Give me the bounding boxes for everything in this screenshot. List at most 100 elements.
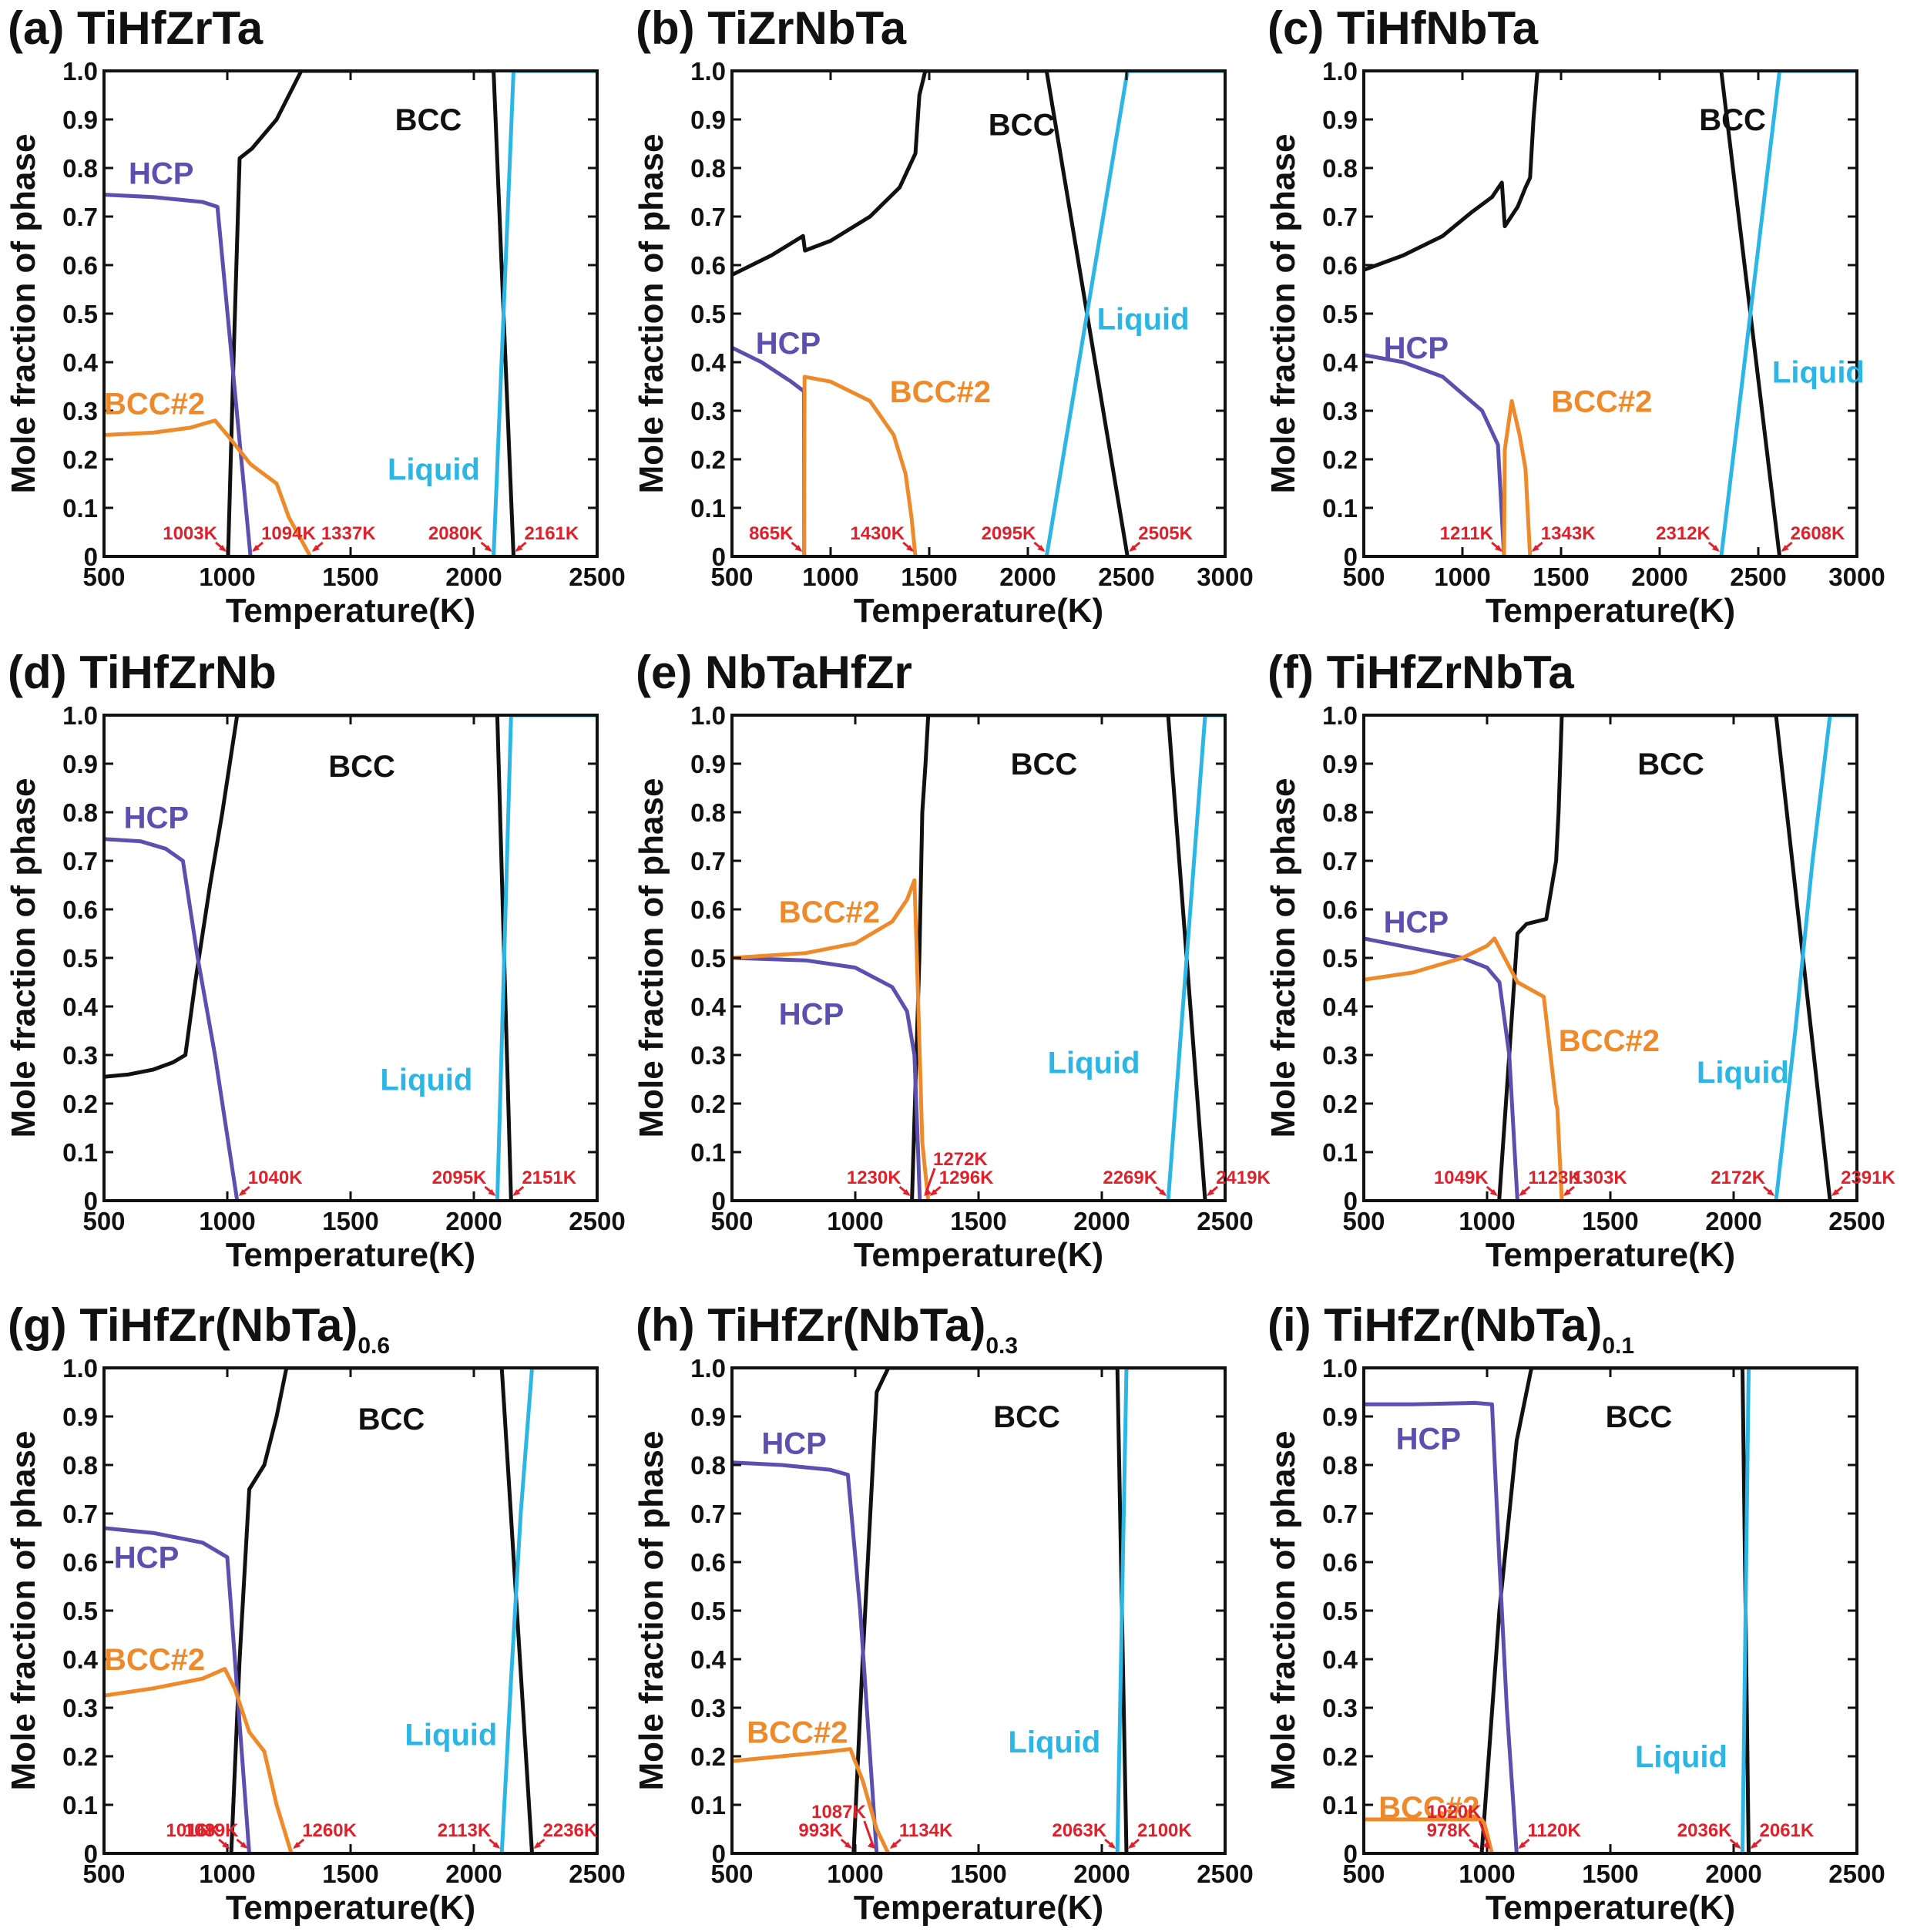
y-tick-label: 0.8 [1322, 154, 1358, 183]
y-tick-label: 0.8 [690, 154, 726, 183]
plot-frame [102, 1366, 599, 1855]
x-axis-label: Temperature(K) [226, 1889, 475, 1927]
y-axis-label: Mole fraction of phase [1264, 778, 1302, 1138]
temperature-annotation: 1120K [1518, 1820, 1581, 1849]
series-group [1364, 714, 1857, 1202]
annotation-arrowhead [1495, 545, 1503, 552]
series-line-bcc [229, 1366, 534, 1855]
y-axis-label: Mole fraction of phase [5, 778, 42, 1138]
annotation-arrowhead [844, 1842, 852, 1849]
y-tick-label: 0.1 [690, 494, 726, 522]
annotation-label: 2036K [1677, 1820, 1732, 1841]
annotation-label: 2095K [432, 1168, 487, 1188]
annotation-arrowhead [238, 1189, 247, 1196]
panel-b: (b) TiZrNbTa 0 0.1 0.2 0.3 0.4 0.5 0.6 0.7 0.8 0.9… [633, 2, 1254, 630]
x-tick-label: 2500 [1730, 563, 1786, 591]
x-tick-label: 2000 [1631, 563, 1687, 591]
series-line-bcc2 [732, 878, 931, 1202]
y-tick-label: 0.7 [1322, 203, 1358, 231]
x-tick-label: 2500 [569, 1860, 625, 1888]
y-axis-label: Mole fraction of phase [1264, 134, 1302, 494]
x-tick-label: 1500 [1582, 1860, 1638, 1888]
temperature-annotation: 2269K [1103, 1168, 1167, 1196]
y-tick-label: 0.6 [1322, 1548, 1358, 1577]
y-tick-label: 0.3 [690, 397, 726, 425]
series-line-liquid [1774, 714, 1857, 1202]
phase-label-hcp: HCP [761, 1427, 826, 1461]
annotation-arrowhead [311, 545, 320, 552]
annotation-label: 2391K [1841, 1168, 1895, 1188]
series-group [732, 714, 1225, 1202]
panel-title-text: (c) TiHfNbTa [1267, 2, 1539, 54]
temperature-annotation: 1272K [924, 1149, 988, 1196]
y-tick-label: 1.0 [690, 701, 726, 730]
y-tick-label: 1.0 [1322, 57, 1358, 86]
y-tick-label: 0.8 [62, 1451, 98, 1480]
annotation-label: 1094K [261, 523, 316, 544]
y-tick-label: 0.2 [1322, 1090, 1358, 1118]
series-line-hcp [104, 837, 240, 1202]
annotation-arrowhead [1482, 1842, 1491, 1849]
series-line-bcc2 [104, 1667, 294, 1855]
y-tick-label: 0.4 [690, 993, 727, 1021]
temperature-annotation: 2100K [1128, 1820, 1192, 1849]
y-tick-label: 0.5 [690, 944, 726, 973]
panel-f: (f) TiHfZrNbTa 0 0.1 0.2 0.3 0.4 0.5 0.6 0.7 0.8 0… [1264, 647, 1896, 1274]
annotation-arrowhead [1563, 1189, 1571, 1196]
annotation-arrowhead [1159, 1189, 1167, 1196]
phase-label-liquid: Liquid [1635, 1740, 1727, 1774]
temperature-annotation: 865K [749, 523, 803, 552]
y-tick-label: 0.1 [62, 494, 98, 522]
y-tick-label: 0.3 [1322, 1694, 1358, 1722]
phase-label-hcp: HCP [129, 156, 193, 190]
y-tick-label: 0.8 [1322, 798, 1358, 827]
annotation-label: 2172K [1711, 1168, 1765, 1188]
panel-title: (i) TiHfZr(NbTa)0.1 [1267, 1299, 1634, 1359]
phase-label-bcc: BCC [395, 103, 462, 137]
x-tick-label: 1500 [322, 1860, 378, 1888]
phase-label-bcc: BCC [328, 750, 395, 784]
temperature-annotation: 1260K [293, 1820, 358, 1849]
annotation-arrowhead [1489, 1189, 1498, 1196]
annotation-label: 2061K [1760, 1820, 1815, 1841]
phase-label-hcp: HCP [124, 801, 189, 835]
panel-title: (d) TiHfZrNb [8, 647, 277, 698]
y-tick-label: 0 [84, 1187, 98, 1215]
annotation-arrow [863, 1820, 875, 1848]
temperature-annotation: 1134K [889, 1820, 953, 1849]
temperature-annotation: 1040K [238, 1168, 303, 1196]
x-tick-label: 1500 [901, 563, 957, 591]
y-tick-label: 1.0 [690, 57, 726, 86]
phase-label-bcc2: BCC#2 [779, 895, 880, 929]
temperature-annotation: 2036K [1677, 1820, 1741, 1849]
x-tick-label: 1500 [950, 1860, 1006, 1888]
annotation-label: 1134K [899, 1820, 953, 1841]
x-axis-label: Temperature(K) [854, 592, 1103, 630]
plot-frame [102, 69, 599, 558]
annotation-label: 993K [798, 1820, 843, 1841]
y-tick-label: 0.7 [1322, 1500, 1358, 1528]
y-tick-label: 1.0 [62, 701, 98, 730]
series-group [1364, 69, 1857, 558]
series-line-liquid [495, 714, 597, 1202]
y-tick-label: 0.6 [62, 1548, 98, 1577]
x-tick-label: 1500 [322, 563, 378, 591]
phase-label-bcc2: BCC#2 [104, 388, 205, 422]
x-axis-label: Temperature(K) [1486, 592, 1735, 630]
annotation-label: 2161K [525, 523, 579, 544]
y-tick-label: 0.3 [62, 1041, 98, 1070]
annotation-arrowhead [533, 1842, 542, 1849]
annotation-arrowhead [1207, 1189, 1215, 1196]
phase-label-hcp: HCP [1396, 1422, 1461, 1456]
y-tick-label: 0.4 [1322, 993, 1358, 1021]
y-tick-label: 0.5 [1322, 944, 1358, 973]
series-line-hcp [1364, 1400, 1519, 1855]
series-line-bcc2 [104, 418, 313, 558]
x-tick-label: 2000 [1705, 1860, 1761, 1888]
phase-label-bcc: BCC [989, 108, 1056, 142]
annotation-arrowhead [867, 1842, 875, 1849]
y-tick-label: 0.4 [1322, 1645, 1358, 1674]
annotation-label: 1211K [1440, 523, 1494, 544]
x-tick-label: 1000 [199, 1207, 255, 1235]
temperature-annotation: 2391K [1831, 1168, 1896, 1196]
